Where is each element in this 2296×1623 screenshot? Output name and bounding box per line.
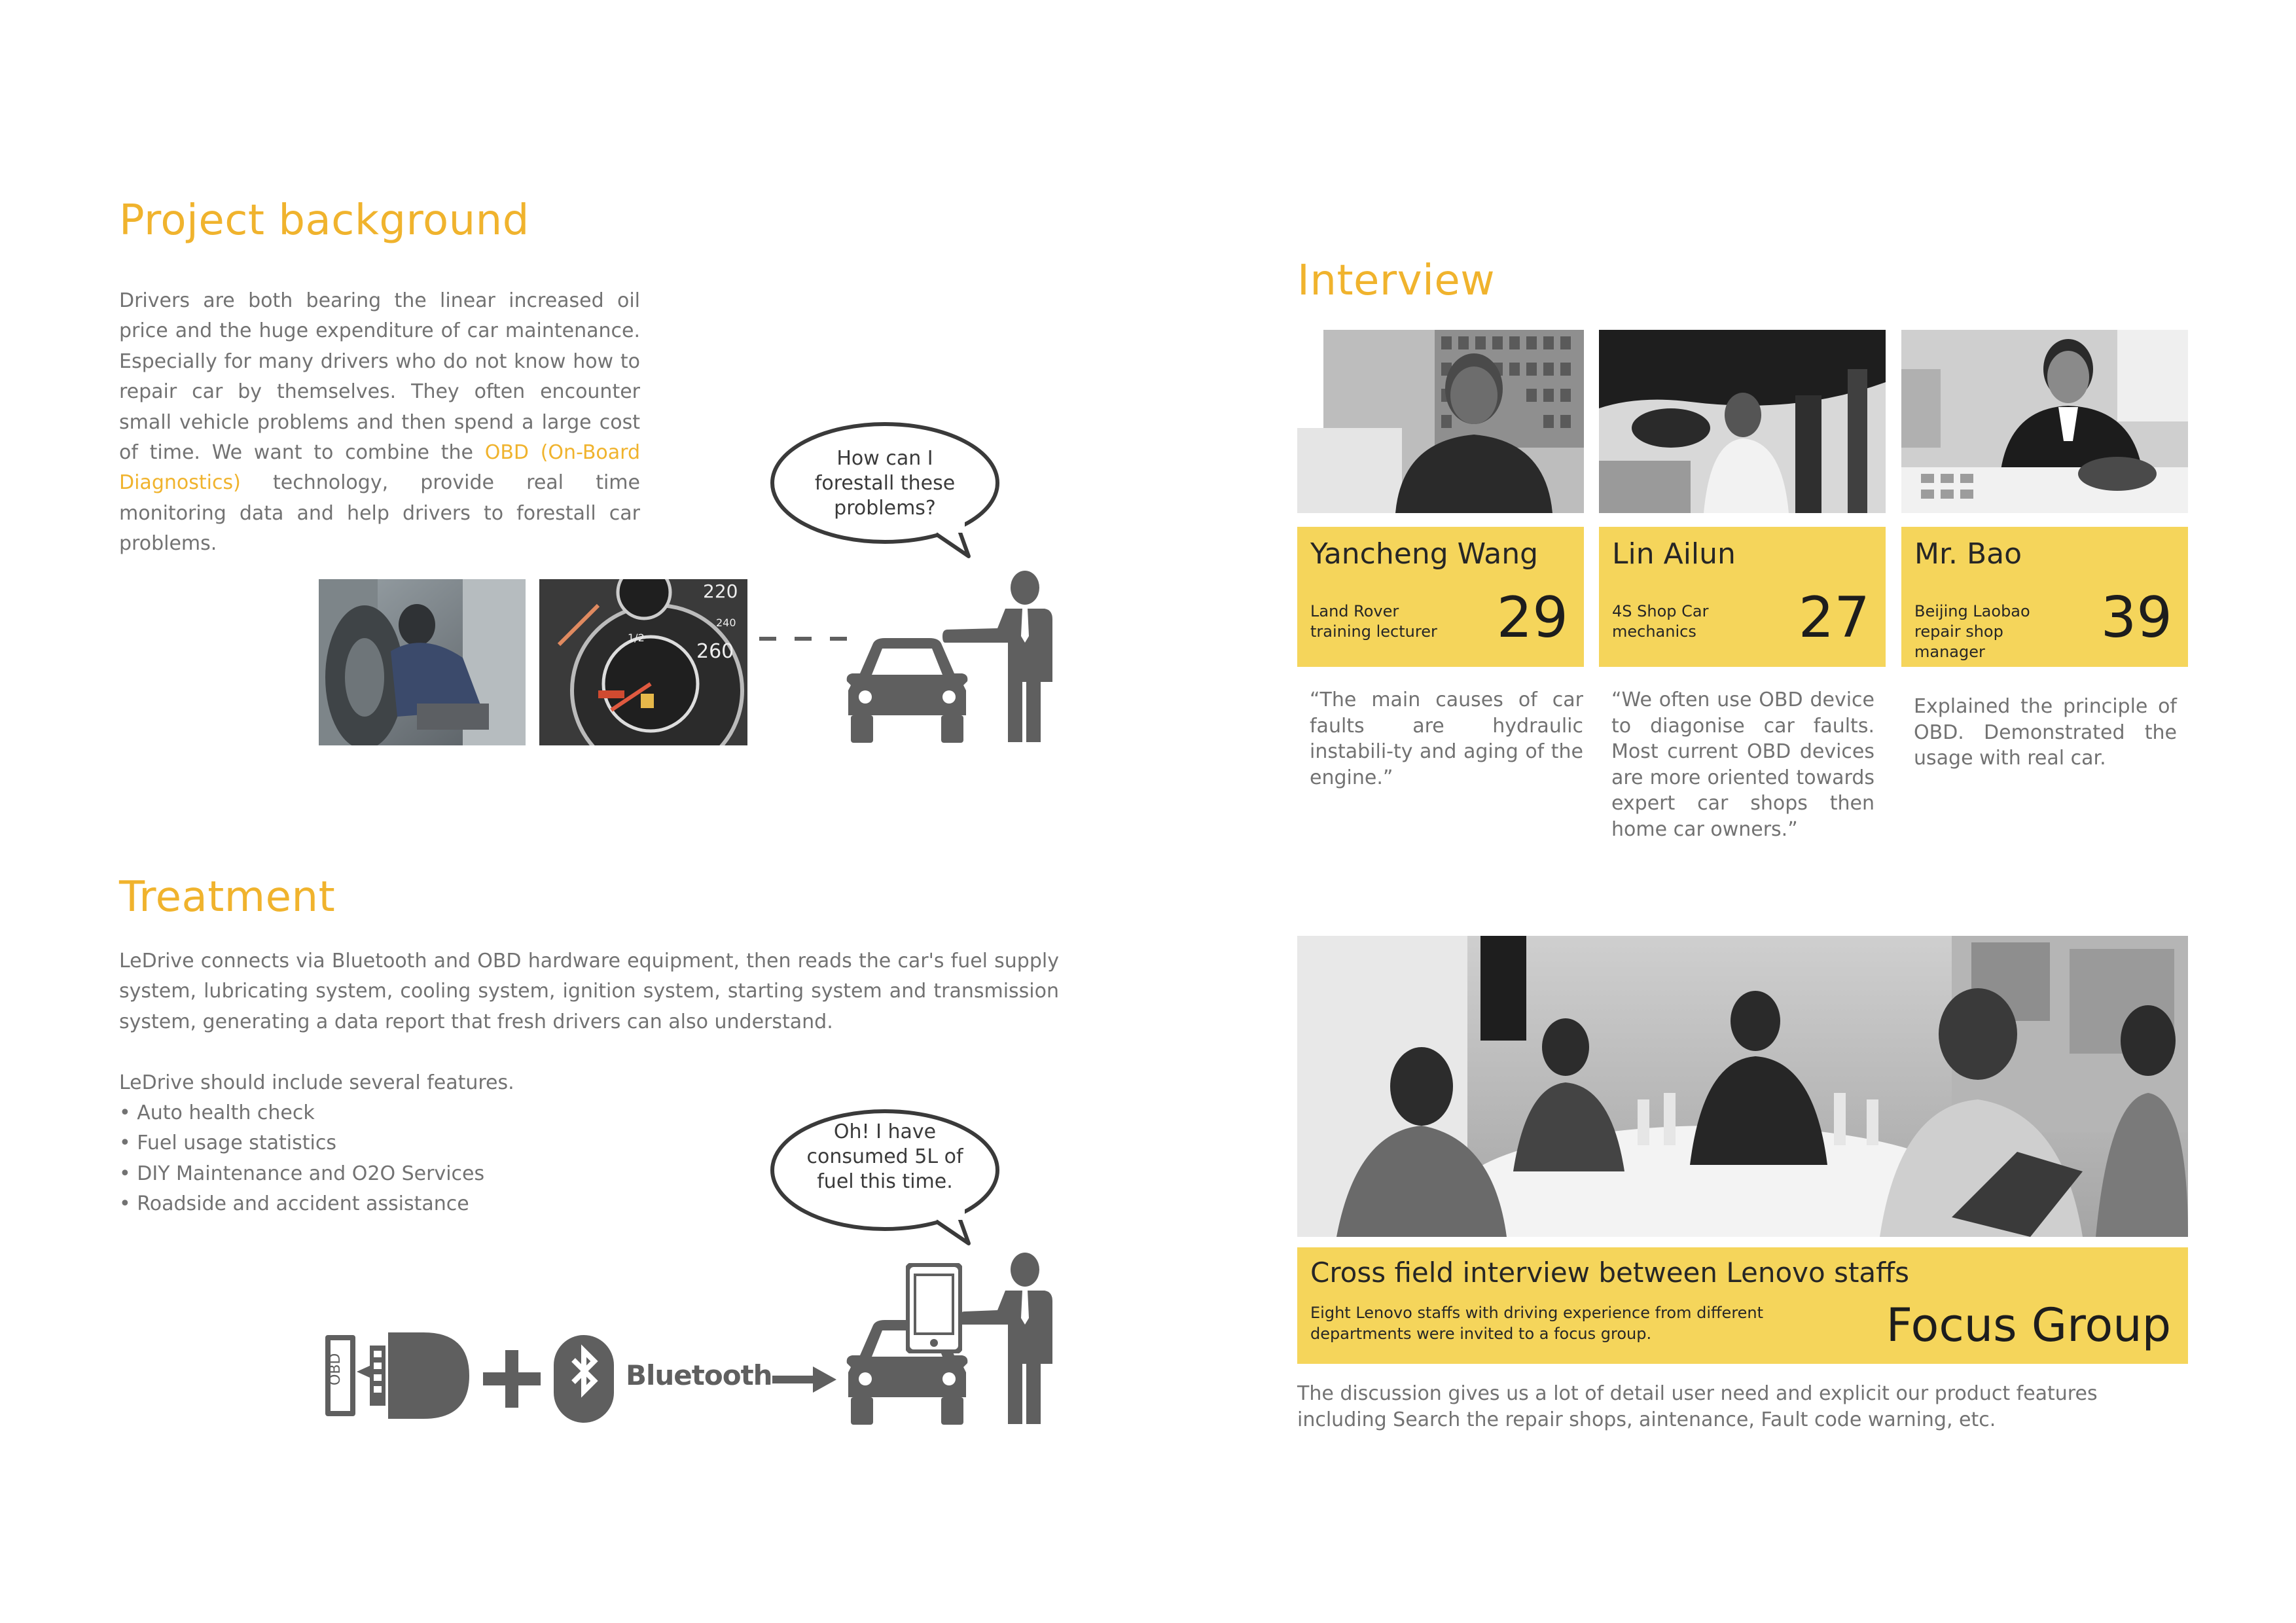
treatment-heading: Treatment (119, 873, 336, 921)
focus-group-summary: The discussion gives us a lot of detail … (1297, 1382, 2098, 1431)
businessman-icon (942, 571, 1052, 742)
treatment-text: LeDrive connects via Bluetooth and OBD h… (119, 950, 1059, 1033)
car-icon (846, 638, 968, 743)
svg-text:240: 240 (716, 616, 736, 629)
obd-label: OBD (327, 1353, 344, 1385)
obd-connector-icon (325, 1332, 469, 1419)
feature-item: Auto health check (119, 1098, 484, 1128)
svg-text:220: 220 (703, 580, 738, 602)
project-background-heading: Project background (119, 196, 529, 245)
speech-bubble-icon (770, 422, 999, 558)
focus-group-label: Focus Group (1886, 1298, 2171, 1352)
interviewee-name: Yancheng Wang (1310, 537, 1539, 571)
interviewee-card-3: Mr. Bao Beijing Laobao repair shop manag… (1901, 527, 2188, 667)
interviewee-age: 39 (2100, 585, 2172, 651)
feature-item: DIY Maintenance and O2O Services (119, 1159, 484, 1189)
focus-group-photo (1297, 936, 2188, 1237)
interviewee-age: 29 (1496, 585, 1568, 651)
dashboard-photo: 220 240 260 1/2 (539, 579, 747, 745)
dashed-connector (759, 637, 851, 641)
mechanic-photo (319, 579, 526, 745)
interviewee-quote-1: “The main causes of car faults are hydra… (1310, 688, 1583, 789)
obd-highlight: OBD (On-Board Diagnostics) (119, 441, 640, 495)
arrow-right-icon (772, 1366, 836, 1393)
interviewee-photo-3 (1901, 330, 2188, 513)
features-intro: LeDrive should include several features. (119, 1071, 514, 1094)
smartphone-icon (906, 1263, 962, 1353)
focus-group-description: Eight Lenovo staffs with driving experie… (1310, 1304, 1764, 1343)
interviewee-role: Land Rover training lecturer (1310, 602, 1437, 641)
bluetooth-icon (554, 1335, 614, 1423)
speech-bubble-icon (770, 1109, 999, 1245)
interviewee-name: Lin Ailun (1612, 537, 1736, 571)
feature-item: Roadside and accident assistance (119, 1189, 484, 1219)
svg-text:1/2: 1/2 (628, 632, 645, 644)
bluetooth-label: Bluetooth (626, 1359, 773, 1391)
interviewee-card-2: Lin Ailun 4S Shop Car mechanics 27 (1599, 527, 1886, 667)
interview-heading: Interview (1297, 257, 1496, 305)
feature-item: Fuel usage statistics (119, 1128, 484, 1158)
interviewee-photo-1 (1297, 330, 1584, 513)
project-background-text-end: technology, provide real time monitoring… (119, 471, 640, 556)
interviewee-role: Beijing Laobao repair shop manager (1914, 602, 2030, 661)
interviewee-name: Mr. Bao (1914, 537, 2022, 571)
focus-group-card: Cross field interview between Lenovo sta… (1297, 1247, 2188, 1364)
focus-group-title: Cross field interview between Lenovo sta… (1310, 1257, 1909, 1289)
bubble-forestall-text: How can I forestall these problems? (814, 447, 956, 520)
interviewee-quote-3: Explained the principle of OBD. Demonstr… (1914, 695, 2177, 770)
interviewee-quote-2: “We often use OBD device to diagonise ca… (1611, 688, 1874, 841)
interviewee-card-1: Yancheng Wang Land Rover training lectur… (1297, 527, 1584, 667)
project-background-text: Drivers are both bearing the linear incr… (119, 286, 640, 560)
interviewee-age: 27 (1798, 585, 1870, 651)
features-list: Auto health check Fuel usage statistics … (119, 1098, 484, 1220)
businessman-icon (960, 1253, 1052, 1424)
svg-text:260: 260 (696, 640, 734, 663)
plus-icon (483, 1350, 541, 1408)
bubble-fuel-text: Oh! I have consumed 5L of fuel this time… (806, 1120, 963, 1193)
interviewee-photo-2 (1599, 330, 1886, 513)
project-background-text-start: Drivers are both bearing the linear incr… (119, 289, 640, 465)
interviewee-role: 4S Shop Car mechanics (1612, 602, 1709, 641)
